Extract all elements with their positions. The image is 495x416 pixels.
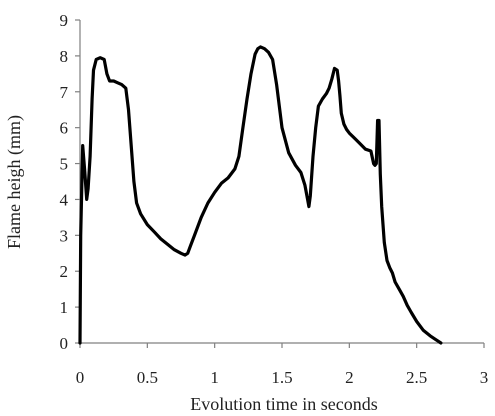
y-tick-label: 6: [60, 119, 69, 138]
axes: [75, 19, 485, 348]
x-axis-title: Evolution time in seconds: [190, 394, 377, 414]
y-tick-label: 1: [60, 298, 69, 317]
y-tick-label: 2: [60, 262, 69, 281]
x-tick-label: 2: [345, 368, 354, 387]
y-tick-label: 9: [60, 11, 69, 30]
series-line: [78, 45, 443, 345]
y-tick-label: 5: [60, 155, 69, 174]
y-tick-label: 8: [60, 47, 69, 66]
x-tick-label: 2.5: [406, 368, 427, 387]
y-tick-label: 3: [60, 226, 69, 245]
x-tick-label: 0: [76, 368, 85, 387]
x-tick-label: 0.5: [137, 368, 158, 387]
y-tick-label: 4: [60, 190, 69, 209]
x-tick-label: 1: [210, 368, 219, 387]
y-tick-label: 7: [60, 83, 69, 102]
y-axis-title: Flame heigh (mm): [4, 115, 25, 249]
x-tick-label: 3: [480, 368, 489, 387]
y-tick-label: 0: [60, 334, 69, 353]
tick-labels: 0 1 2 3 4 5 6 7 8 9 0 0.5 1 1.5 2 2.5 3: [60, 11, 489, 387]
x-tick-label: 1.5: [271, 368, 292, 387]
